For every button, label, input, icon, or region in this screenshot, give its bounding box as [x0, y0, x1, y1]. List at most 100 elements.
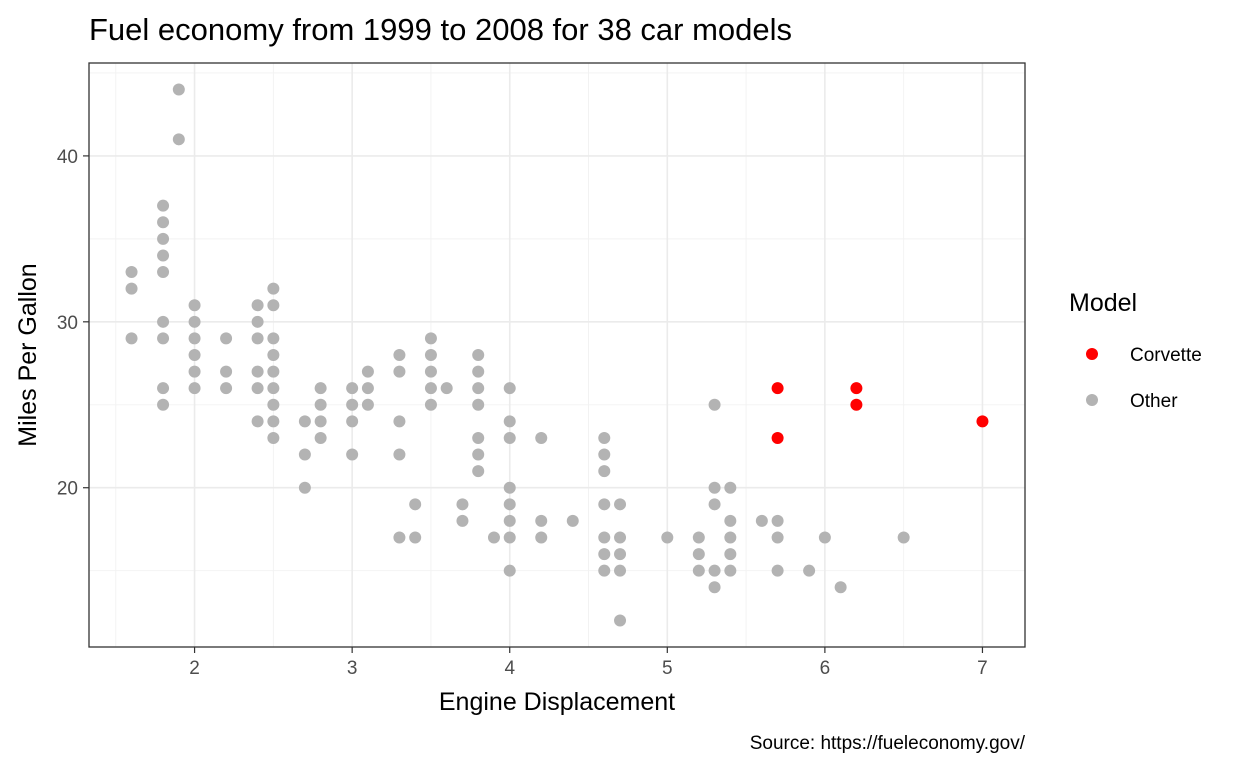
point-other — [566, 514, 579, 527]
point-other — [346, 448, 359, 461]
point-other — [598, 448, 611, 461]
point-corvette — [771, 382, 784, 395]
x-tick-label: 7 — [977, 658, 988, 679]
point-other — [472, 382, 485, 395]
point-other — [220, 382, 233, 395]
point-other — [188, 349, 201, 361]
point-other — [598, 564, 611, 577]
point-other — [724, 514, 737, 527]
point-other — [220, 332, 233, 345]
point-other — [503, 431, 516, 444]
point-other — [503, 531, 516, 544]
point-other — [267, 299, 280, 312]
chart-caption: Source: https://fueleconomy.gov/ — [750, 733, 1026, 754]
point-other — [503, 564, 516, 577]
point-other — [346, 398, 359, 411]
point-other — [614, 614, 627, 627]
point-other — [614, 531, 627, 544]
point-other — [472, 365, 485, 378]
point-other — [393, 365, 406, 378]
point-other — [251, 415, 264, 428]
point-other — [157, 315, 170, 328]
point-other — [251, 332, 264, 345]
point-other — [440, 382, 453, 395]
point-other — [346, 382, 359, 395]
point-other — [503, 382, 516, 395]
point-other — [503, 498, 516, 511]
y-axis-ticks: 20 30 40 — [57, 147, 89, 500]
plot-background — [89, 63, 1025, 647]
point-other — [708, 498, 721, 511]
x-axis-ticks: 2 3 4 5 6 7 — [189, 647, 988, 679]
point-other — [598, 548, 611, 561]
point-other — [755, 514, 768, 527]
data-points — [125, 83, 989, 627]
point-other — [771, 514, 784, 527]
point-other — [661, 531, 674, 544]
point-other — [535, 531, 548, 544]
point-other — [125, 266, 138, 279]
point-other — [724, 548, 737, 561]
x-axis-title: Engine Displacement — [439, 688, 675, 716]
legend-label-other: Other — [1130, 391, 1178, 412]
point-other — [598, 498, 611, 511]
x-tick-label: 5 — [662, 658, 673, 679]
point-other — [267, 431, 280, 444]
point-other — [424, 398, 437, 411]
point-other — [188, 382, 201, 395]
point-other — [298, 448, 311, 461]
point-other — [771, 531, 784, 544]
x-tick-label: 6 — [820, 658, 831, 679]
point-other — [361, 365, 374, 378]
point-other — [535, 431, 548, 444]
legend-entries: Corvette Other — [1086, 345, 1202, 412]
point-corvette — [771, 431, 784, 444]
point-other — [535, 514, 548, 527]
point-other — [172, 83, 185, 96]
point-other — [188, 332, 201, 345]
point-other — [424, 365, 437, 378]
point-other — [361, 398, 374, 411]
point-other — [834, 581, 847, 594]
point-other — [157, 232, 170, 245]
point-other — [409, 498, 422, 511]
point-other — [456, 498, 469, 511]
x-tick-label: 4 — [504, 658, 515, 679]
point-other — [393, 531, 406, 544]
point-other — [267, 415, 280, 428]
point-other — [314, 431, 327, 444]
point-corvette — [850, 382, 863, 395]
point-other — [472, 398, 485, 411]
point-other — [503, 514, 516, 527]
point-other — [692, 564, 705, 577]
point-other — [188, 365, 201, 378]
point-other — [598, 465, 611, 478]
point-other — [298, 481, 311, 494]
point-other — [472, 349, 485, 361]
point-other — [897, 531, 910, 544]
y-tick-label: 30 — [57, 313, 78, 334]
point-other — [314, 382, 327, 395]
point-other — [393, 448, 406, 461]
point-other — [503, 481, 516, 494]
chart-title: Fuel economy from 1999 to 2008 for 38 ca… — [89, 12, 792, 47]
point-other — [487, 531, 500, 544]
point-other — [424, 382, 437, 395]
point-other — [614, 564, 627, 577]
point-other — [251, 315, 264, 328]
point-other — [708, 564, 721, 577]
point-other — [708, 481, 721, 494]
point-other — [724, 481, 737, 494]
point-corvette — [976, 415, 989, 428]
point-other — [771, 564, 784, 577]
point-other — [267, 332, 280, 345]
point-other — [125, 332, 138, 345]
legend-label-corvette: Corvette — [1130, 345, 1202, 366]
grid-lines — [89, 63, 1025, 647]
point-other — [251, 382, 264, 395]
point-other — [614, 498, 627, 511]
point-other — [472, 465, 485, 478]
legend-key-other — [1086, 394, 1098, 406]
point-other — [267, 282, 280, 295]
